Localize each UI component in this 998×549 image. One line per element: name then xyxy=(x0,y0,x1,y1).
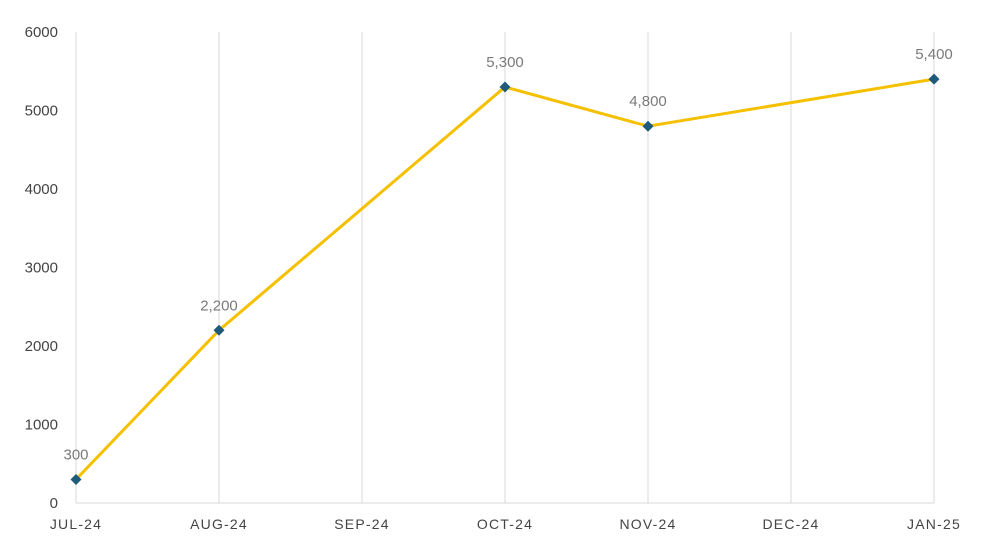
marker-aug-24 xyxy=(213,324,225,336)
x-tick-sep-24: SEP-24 xyxy=(334,516,389,532)
x-tick-jan-25: JAN-25 xyxy=(907,516,961,532)
data-label-oct-24: 5,300 xyxy=(486,54,524,71)
x-tick-dec-24: DEC-24 xyxy=(763,516,820,532)
y-axis-tick-labels: 0 1000 2000 3000 4000 5000 6000 xyxy=(25,24,58,512)
y-tick-4000: 4000 xyxy=(25,181,58,198)
x-tick-nov-24: NOV-24 xyxy=(620,516,677,532)
marker-jul-24 xyxy=(70,473,82,485)
y-tick-6000: 6000 xyxy=(25,24,58,41)
y-tick-5000: 5000 xyxy=(25,103,58,120)
marker-nov-24 xyxy=(642,120,654,132)
x-tick-aug-24: AUG-24 xyxy=(190,516,248,532)
data-label-nov-24: 4,800 xyxy=(629,93,667,110)
x-tick-oct-24: OCT-24 xyxy=(477,516,533,532)
series-markers xyxy=(70,73,940,485)
data-labels: 300 2,200 5,300 4,800 5,400 xyxy=(63,46,952,463)
x-tick-jul-24: JUL-24 xyxy=(50,516,102,532)
y-tick-3000: 3000 xyxy=(25,260,58,277)
marker-jan-25 xyxy=(928,73,940,85)
marker-oct-24 xyxy=(499,81,511,93)
y-tick-0: 0 xyxy=(50,495,58,512)
vertical-gridlines xyxy=(75,32,935,503)
data-label-jul-24: 300 xyxy=(63,446,88,463)
data-label-aug-24: 2,200 xyxy=(200,297,238,314)
y-tick-2000: 2000 xyxy=(25,338,58,355)
x-axis-tick-labels: JUL-24 AUG-24 SEP-24 OCT-24 NOV-24 DEC-24 JAN-… xyxy=(50,516,961,532)
data-label-jan-25: 5,400 xyxy=(915,46,953,63)
y-tick-1000: 1000 xyxy=(25,417,58,434)
